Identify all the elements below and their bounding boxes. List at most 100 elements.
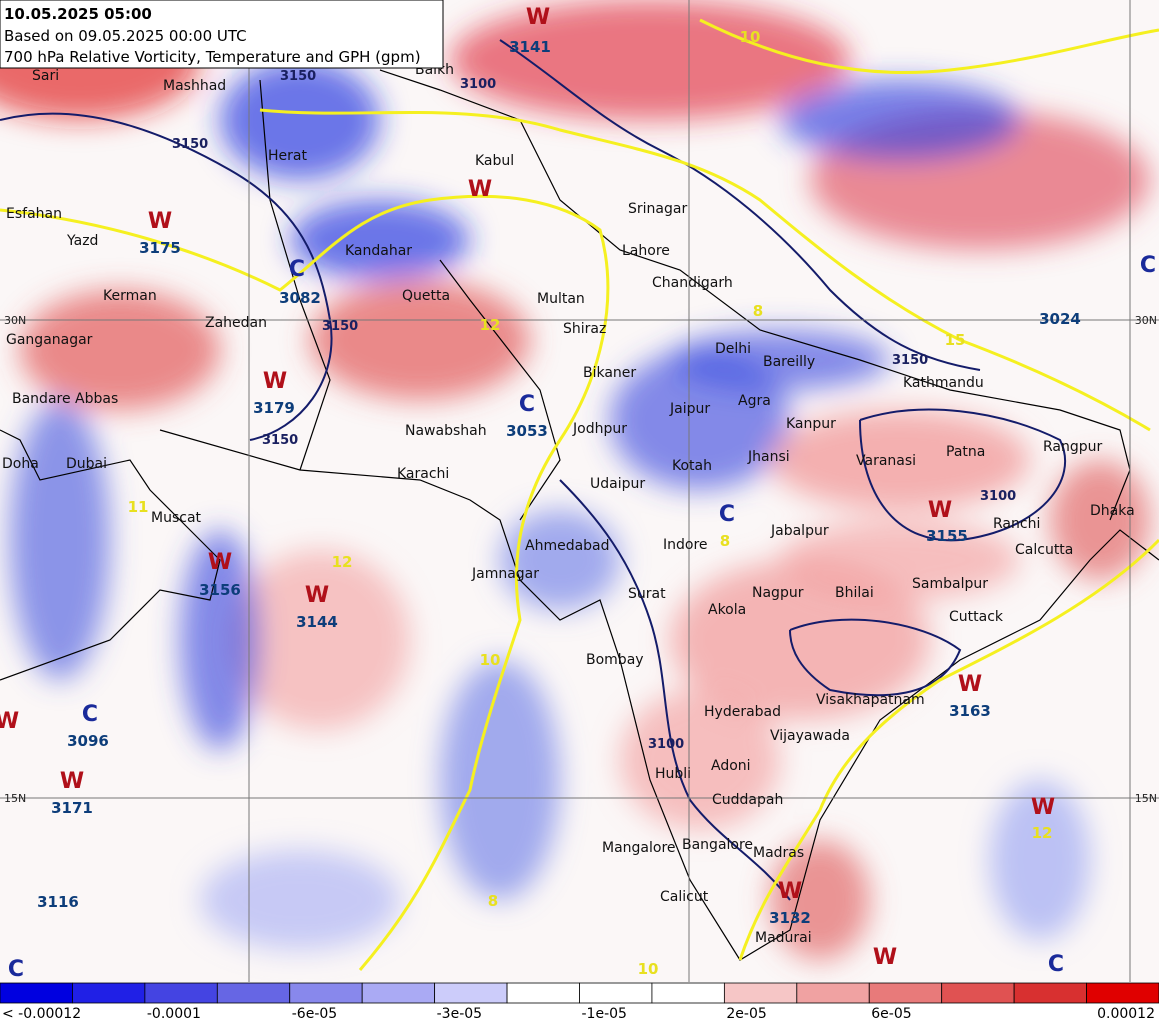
temperature-label: 8 [753,302,763,320]
vorticity-blob [450,0,850,120]
city-label: Surat [628,586,666,602]
gph-value: 3179 [253,399,295,417]
graticule [0,0,1159,982]
vorticity-blob [230,550,410,730]
pressure-center: C [1140,253,1156,278]
vorticity-blob [180,530,260,750]
city-label: Doha [2,456,39,472]
colorbar-label: 2e-05 [726,1006,766,1022]
gph-value: 3096 [67,732,109,750]
temperature-label: 8 [720,532,730,550]
borders [0,69,1159,961]
city-label: Bikaner [583,365,636,381]
contour-label: 3150 [892,353,928,368]
pressure-center: W [148,209,172,234]
colorbar-segment [723,982,798,1004]
city-label: Vijayawada [770,728,850,744]
gph-value: 3171 [51,799,93,817]
contour-label: 3100 [980,489,1016,504]
city-label: Agra [738,393,771,409]
city-label: Cuddapah [712,792,783,808]
gph-value: 3155 [926,527,968,545]
vorticity-blob [620,690,780,830]
header-description: 700 hPa Relative Vorticity, Temperature … [4,48,421,66]
vorticity-blob [10,400,110,680]
pressure-center: W [208,550,232,575]
city-label: Ranchi [993,516,1040,532]
temperature-label: 11 [128,498,149,516]
colorbar-label: < -0.00012 [2,1006,81,1022]
city-label: Bhilai [835,585,874,601]
pressure-center: W [778,879,802,904]
city-label: Madras [753,845,804,861]
header-subtitle: Based on 09.05.2025 00:00 UTC [4,27,247,45]
city-label: Quetta [402,288,450,304]
latitude-label: 30N [4,314,26,327]
city-label: Chandigarh [652,275,733,291]
city-label: Bombay [586,652,644,668]
city-label: Kabul [475,153,514,169]
city-label: Kerman [103,288,157,304]
city-label: Patna [946,444,985,460]
city-label: Kathmandu [903,375,984,391]
pressure-center: W [526,5,550,30]
city-label: Calcutta [1015,542,1073,558]
pressure-center: W [60,769,84,794]
pressure-center: W [305,583,329,608]
vorticity-blob [500,510,620,610]
city-label: Kanpur [786,416,836,432]
colorbar-label: -6e-05 [292,1006,337,1022]
city-label: Srinagar [628,201,687,217]
vorticity-blob [200,850,400,950]
city-label: Ganganagar [6,332,93,348]
colorbar-segment [868,982,943,1004]
city-label: Udaipur [590,476,645,492]
city-label: Akola [708,602,746,618]
vorticity-blob [670,330,890,390]
colorbar-segment [361,982,436,1004]
colorbar-segment [1013,982,1087,1004]
temperature-label: 15 [945,331,966,349]
pressure-center: C [82,702,98,727]
vorticity-blob [770,840,870,960]
pressure-center: W [1031,795,1055,820]
temperature-label: 10 [638,960,659,978]
city-label: Jodhpur [572,421,627,437]
city-label: Karachi [397,466,449,482]
vorticity-blob [1050,460,1150,580]
colorbar-segment [289,982,363,1004]
pressure-center: C [8,957,24,982]
city-label: Yazd [66,233,98,249]
colorbar-segment [72,982,146,1004]
colorbar-segment [579,982,653,1004]
city-label: Esfahan [6,206,62,222]
colorbar-label: 0.00012 [1097,1006,1155,1022]
gph-value: 3156 [199,581,241,599]
colorbar-segment [434,982,508,1004]
pressure-center: C [719,502,735,527]
pressure-center: W [263,369,287,394]
contour-label: 3150 [172,137,208,152]
colorbar-segment [651,982,725,1004]
gph-contours [0,39,1066,901]
gph-value: 3141 [509,38,551,56]
gph-value: 3163 [949,702,991,720]
city-label: Mangalore [602,840,676,856]
colorbar-label: -3e-05 [437,1006,482,1022]
city-label: Shiraz [563,321,606,337]
colorbar-segment [216,982,291,1004]
city-label: Muscat [151,510,202,526]
pressure-center: W [468,177,492,202]
city-label: Herat [268,148,307,164]
colorbar-segment [941,982,1015,1004]
pressure-center: W [873,945,897,970]
vorticity-field [0,0,1150,960]
city-label: Nawabshah [405,423,487,439]
city-label: Kandahar [345,243,412,259]
colorbar-segment [1086,982,1159,1004]
colorbar: < -0.00012 -0.0001 -6e-05 -3e-05 -1e-05 2e-05… [0,982,1159,1022]
vorticity-blob [290,200,470,280]
temperature-label: 12 [1032,824,1053,842]
